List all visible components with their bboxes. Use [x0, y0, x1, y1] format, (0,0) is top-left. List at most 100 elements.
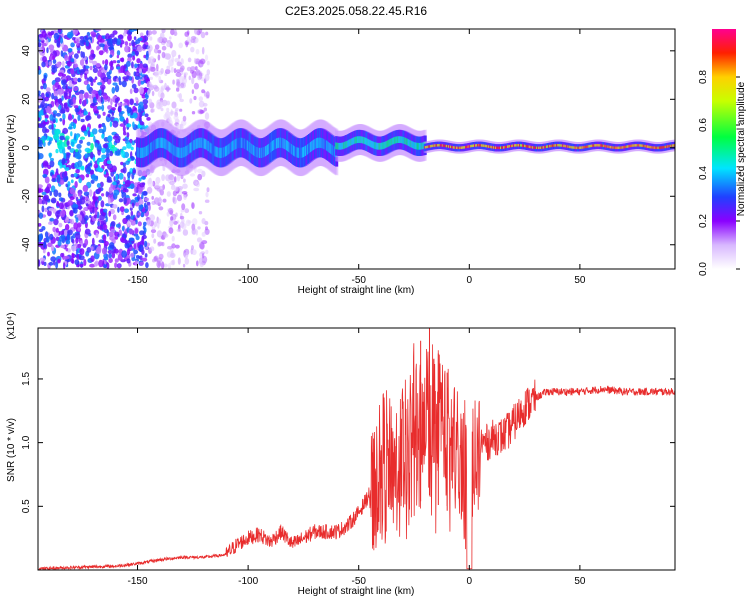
spectrogram-noise-cell — [98, 128, 104, 133]
spectrogram-noise-cell — [166, 100, 171, 106]
spectrogram-noise-cell — [41, 43, 45, 52]
spectrogram-noise-cell — [147, 30, 153, 36]
spectrogram-noise-cell — [80, 118, 85, 123]
spectrogram-noise-cell — [127, 171, 131, 179]
spectrogram-noise-cell — [64, 216, 70, 224]
spectrogram-noise-cell — [135, 39, 141, 44]
spectrogram-noise-cell — [120, 161, 124, 166]
spectrogram-noise-cell — [41, 205, 45, 213]
figure-title: C2E3.2025.058.22.45.R16 — [285, 4, 427, 18]
spectrogram-noise-cell — [63, 255, 70, 260]
spectrogram-noise-cell — [78, 93, 84, 101]
spectrogram-noise-cell — [79, 39, 85, 47]
spectrogram-noise-cell — [99, 214, 105, 221]
spectrogram-noise-cell — [137, 79, 141, 87]
spectrogram-noise-cell — [197, 226, 201, 230]
spectrogram-noise-cell — [51, 178, 56, 183]
spectrogram-noise-cell — [88, 162, 92, 167]
snr-y-axis-label: SNR (10 * v/v) — [6, 418, 17, 482]
spectrogram-noise-cell — [138, 177, 142, 182]
spectrogram-noise-cell — [57, 161, 62, 166]
spectrogram-noise-cell — [93, 163, 99, 169]
spectrogram-noise-cell — [38, 42, 42, 48]
spectrogram-noise-cell — [80, 136, 85, 140]
spectrogram-noise-cell — [156, 230, 163, 238]
spectrogram-noise-cell — [101, 154, 107, 160]
spectrogram-noise-cell — [43, 194, 49, 201]
spectrogram-noise-cell — [189, 98, 193, 104]
spectrogram-noise-cell — [166, 191, 171, 197]
spectrogram-noise-cell — [123, 197, 127, 205]
spectrogram-noise-cell — [151, 108, 155, 113]
spectrogram-noise-cell — [51, 67, 58, 73]
spectrogram-noise-cell — [109, 150, 114, 157]
spectrogram-noise-cell — [191, 111, 196, 115]
spectrogram-noise-cell — [191, 77, 195, 85]
spectrogram-noise-cell — [171, 243, 176, 249]
spectrogram-noise-cell — [204, 228, 210, 235]
spectrogram-noise-cell — [135, 202, 140, 207]
spectrogram-noise-cell — [77, 243, 82, 249]
spectrogram-noise-cell — [116, 66, 121, 70]
spectrogram-noise-cell — [107, 105, 113, 110]
spectrogram-noise-cell — [57, 258, 61, 264]
spectrogram-noise-cell — [123, 131, 127, 136]
spectrogram-noise-cell — [146, 81, 152, 88]
spectrogram-noise-cell — [110, 221, 116, 227]
spectrogram-noise-cell — [120, 57, 125, 63]
spectrogram-noise-cell — [160, 68, 164, 74]
spectrogram-noise-cell — [38, 223, 42, 227]
spectrogram-noise-cell — [75, 148, 79, 153]
spectrogram-noise-cell — [86, 31, 91, 37]
spectrogram-noise-cell — [96, 183, 101, 188]
spectrogram-noise-cell — [43, 109, 46, 115]
spectrogram-noise-cell — [139, 261, 144, 266]
snr-y-tick-label: 1.0 — [21, 435, 32, 449]
spectrogram-noise-cell — [40, 101, 46, 108]
spectrogram-noise-cell — [197, 124, 201, 129]
spectrogram-noise-cell — [114, 103, 118, 108]
spectrogram-noise-cell — [65, 135, 70, 140]
spectrogram-noise-cell — [172, 79, 175, 85]
spectrogram-noise-cell — [58, 235, 65, 242]
spectrogram-noise-cell — [176, 194, 183, 202]
spectrogram-noise-cell — [117, 105, 121, 113]
spectrogram-noise-cell — [102, 111, 106, 116]
spectrogram-noise-cell — [115, 173, 118, 181]
spectrogram-noise-cell — [41, 200, 46, 205]
spectrogram-noise-cell — [124, 45, 130, 53]
spectrogram-noise-cell — [84, 73, 88, 80]
spectrogram-noise-cell — [38, 66, 41, 71]
spectrogram-noise-cell — [201, 253, 205, 259]
spectrogram-noise-cell — [68, 80, 73, 88]
spectrogram-noise-cell — [92, 78, 96, 83]
spectrogram-noise-cell — [201, 218, 206, 225]
spectrogram-noise-cell — [107, 197, 111, 205]
spectrogram-noise-cell — [111, 252, 116, 259]
spectrogram-noise-cell — [127, 158, 132, 162]
spectrogram-noise-cell — [56, 88, 63, 95]
spectrogram-noise-cell — [49, 233, 54, 240]
spectrogram-noise-cell — [59, 37, 64, 44]
spectrogram-noise-cell — [161, 29, 166, 34]
spectrogram-noise-cell — [58, 97, 63, 106]
spectrogram-noise-cell — [101, 193, 105, 197]
spectrogram-noise-cell — [57, 104, 62, 110]
spectrogram-noise-cell — [133, 249, 139, 255]
spectrogram-noise-cell — [44, 117, 48, 122]
spectrogram-noise-cell — [128, 228, 134, 235]
spectrogram-noise-cell — [98, 123, 103, 128]
spectrogram-noise-cell — [95, 232, 99, 239]
spectrogram-noise-cell — [167, 245, 173, 250]
spectrogram-noise-cell — [86, 247, 92, 253]
snr-marks — [38, 328, 675, 570]
spectrogram-noise-cell — [87, 129, 91, 138]
snr-y-ticks: 0.5 1.0 1.5 — [21, 372, 675, 513]
spectrogram-noise-cell — [45, 87, 51, 92]
spectrogram-noise-cell — [141, 249, 145, 256]
spectrogram-noise-cell — [55, 236, 60, 242]
spectrogram-noise-cell — [49, 137, 53, 142]
spectrogram-noise-cell — [179, 98, 184, 103]
spectrogram-noise-cell — [121, 250, 128, 258]
spectrogram-noise-cell — [205, 249, 209, 255]
